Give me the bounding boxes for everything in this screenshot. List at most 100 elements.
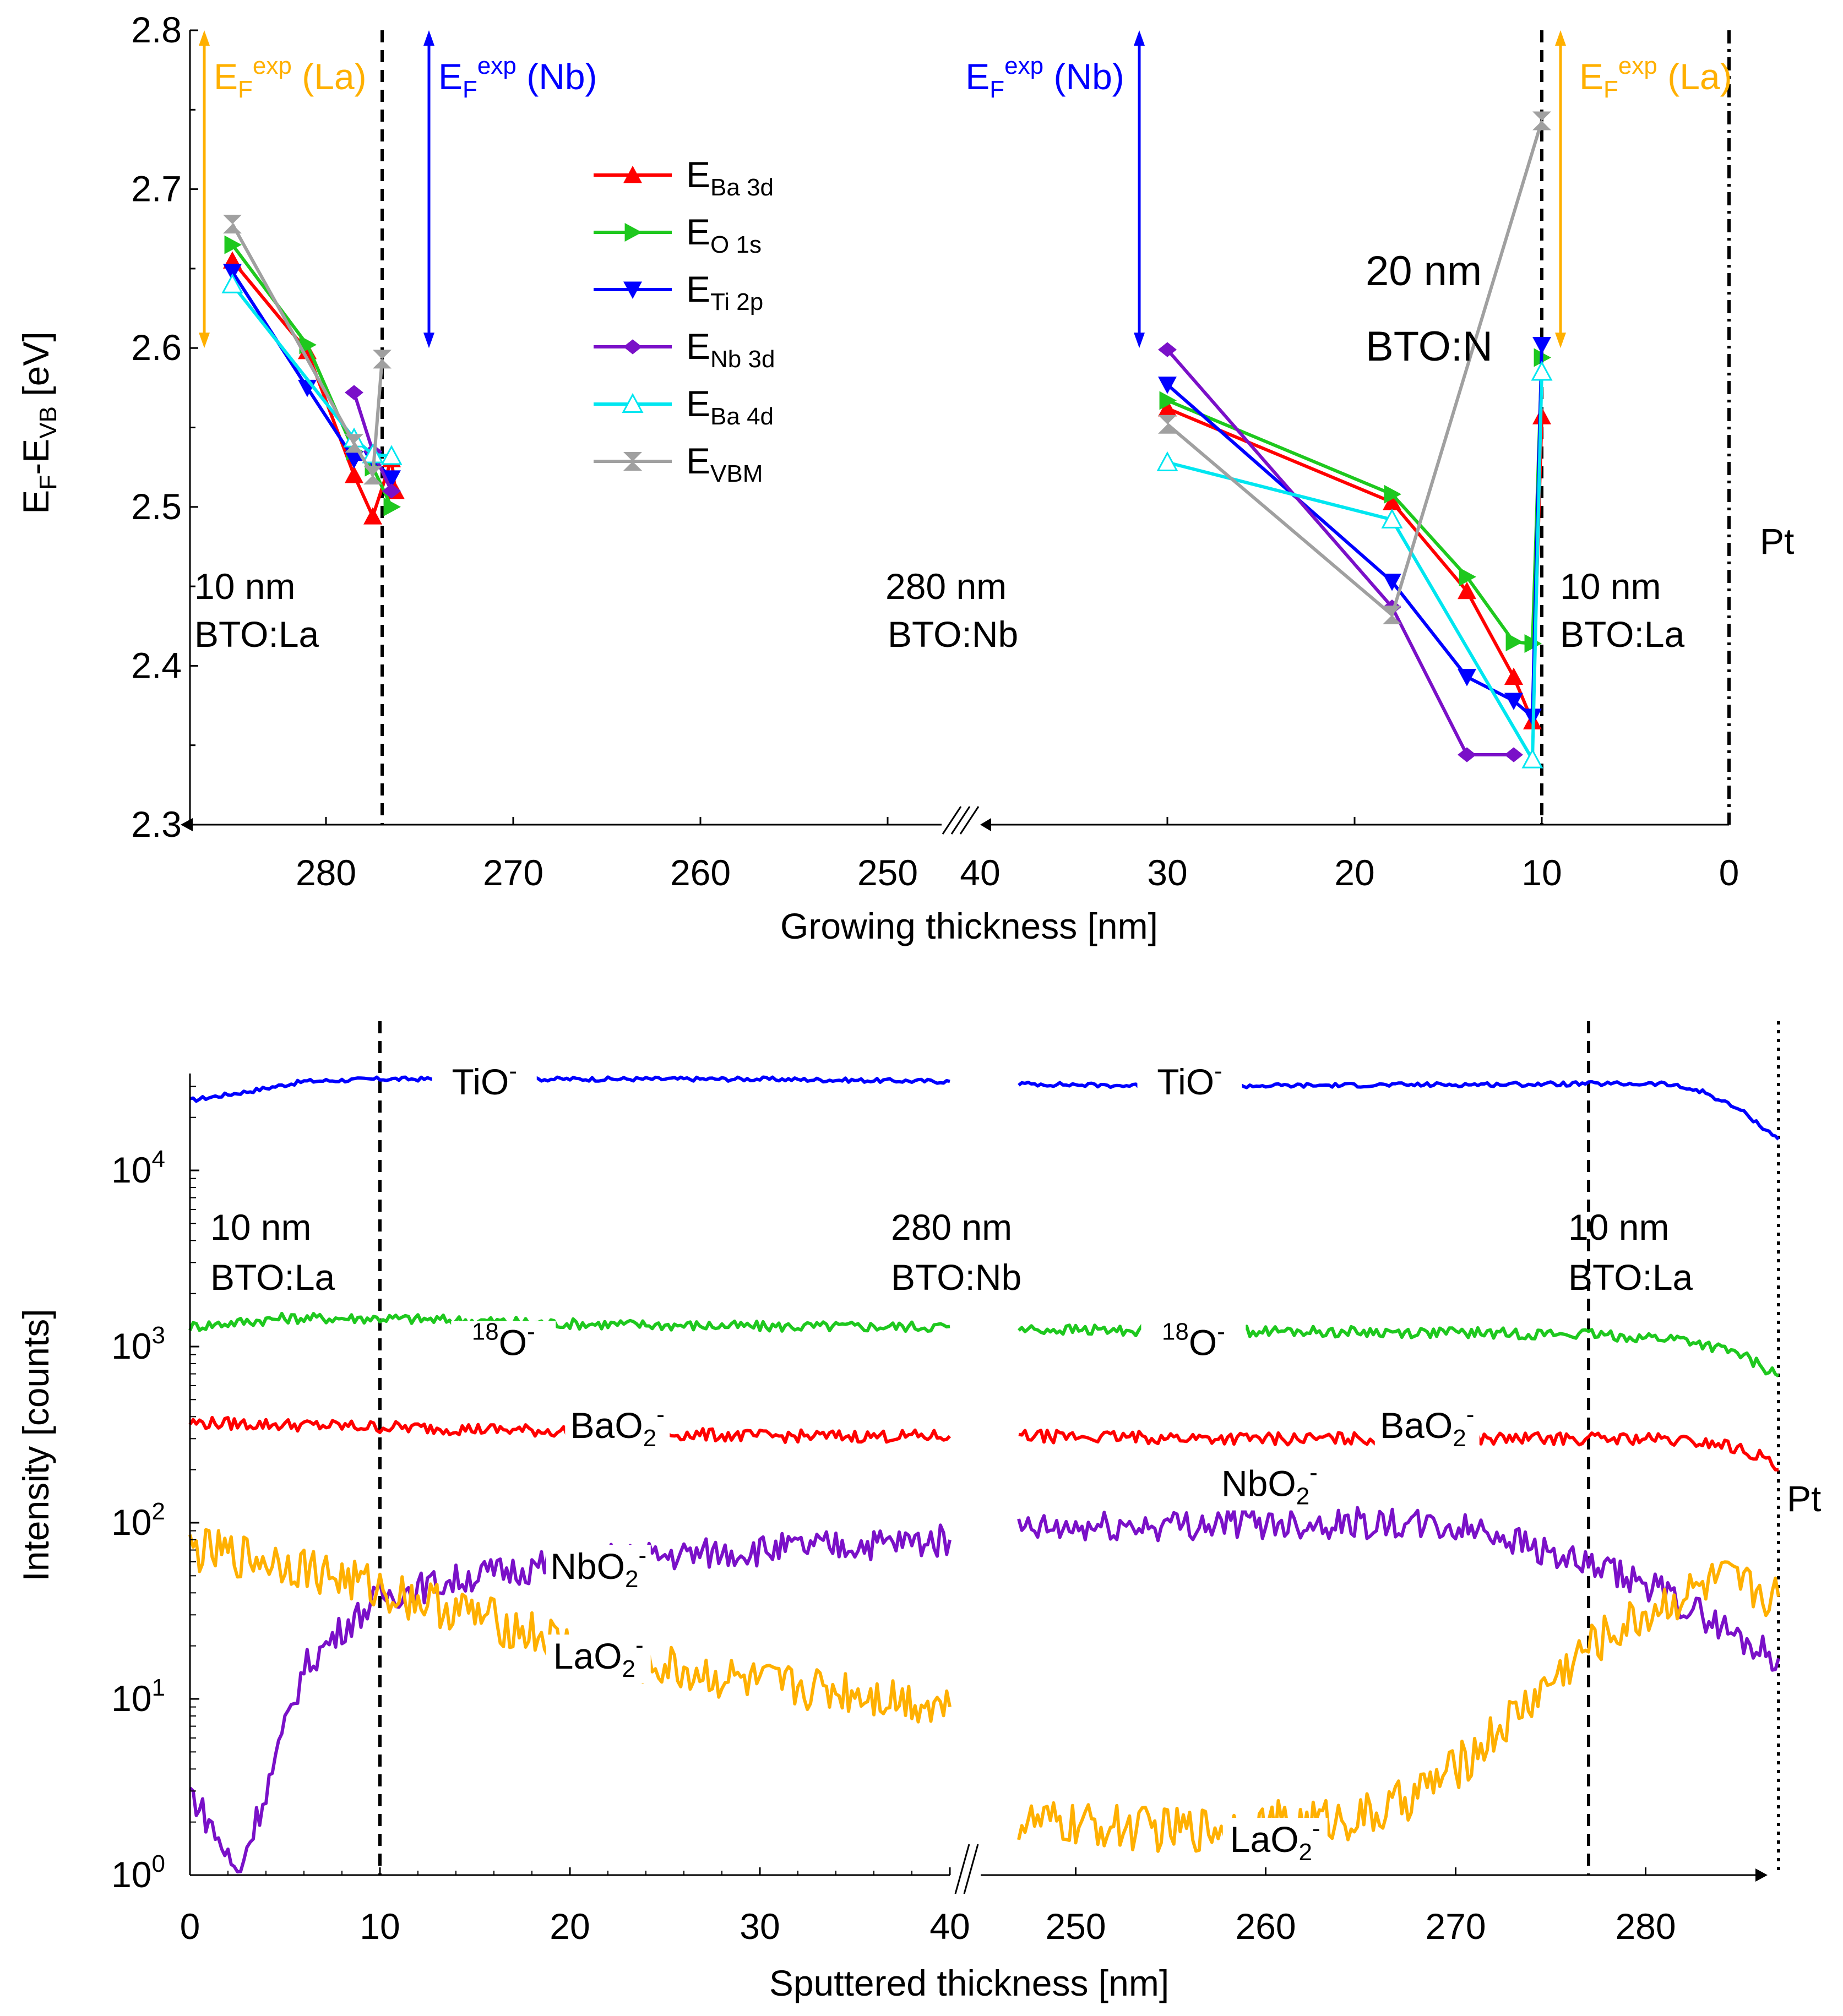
top-fermi-arrowhead [1134,333,1145,348]
bottom-y-tick-label-part-1: 1 [152,1674,165,1701]
top-fermi-label-part-0: E [1579,56,1603,97]
legend-label-part-1: Nb 3d [710,346,775,373]
bottom-series-label-part-1: 2 [643,1425,656,1452]
legend-label-part-0: E [686,211,710,252]
bottom-y-tick-label-part-1: 0 [152,1850,165,1877]
top-data-point-ba-4d [221,273,243,293]
top-x-tick-label: 260 [670,852,731,893]
top-data-point-vbm [363,466,382,485]
top-data-point-ba-3d [1458,581,1476,600]
legend-label: EBa 4d [686,383,774,430]
bottom-series-label: BaO2- [1380,1401,1474,1452]
bottom-series: TiO- TiO-18O- 18O-BaO2- BaO2-NbO2-NbO2-LaO2… [188,1058,1780,1874]
bottom-series-label-part-0: LaO [1230,1819,1299,1860]
bottom-series-label: TiO- [452,1058,517,1102]
bottom-series-label: TiO- [1157,1058,1222,1102]
top-series-line-ba-4d [1167,372,1543,761]
top-y-axis-title: EF-EVB [eV] [15,331,62,514]
y-title-e: E [15,490,56,514]
top-data-point-ti-2p [345,451,363,469]
bottom-series-label: 18O- [1162,1318,1225,1363]
bottom-series-label-part-0: 18 [472,1318,499,1345]
bottom-y-tick-label-part-0: 10 [111,1149,151,1190]
bottom-reference-lines [378,1021,1780,1875]
legend-marker [622,393,644,413]
top-series-line-ti-2p [231,271,393,480]
top-data-point-ti-2p [1158,377,1177,394]
top-data-point-vbm [373,350,392,369]
bottom-series-label-bg [1141,1321,1246,1370]
bottom-x-tick-label: 30 [740,1906,780,1947]
bottom-axis-break-mark [963,1844,979,1894]
top-series-line-nb-3d [1166,348,1514,756]
bottom-series-label-part-1: O [1189,1322,1217,1363]
bottom-series-label: NbO2- [1221,1459,1318,1510]
top-fermi-arrowhead [1134,30,1145,46]
top-data-point-vbm [1532,111,1551,130]
top-data-point-o-1s [1505,633,1523,652]
top-fermi-label-part-3: (Nb) [1043,56,1124,97]
bottom-series-label-part-1: 2 [1299,1839,1312,1866]
top-data-point-ti-2p [1458,669,1476,686]
top-x-tick-label: 40 [960,852,1000,893]
top-data-point-ti-2p [382,470,401,488]
bottom-series-label-part-1: - [509,1058,517,1085]
bottom-left-layer-thickness: 10 nm [210,1207,311,1247]
legend-label-part-0: E [686,269,710,309]
top-data-point-nb-3d [1458,747,1476,762]
top-fermi-arrowhead [1555,333,1566,348]
bottom-series-line-tio- [1018,1080,1780,1141]
bottom-x-axis-title: Sputtered thickness [nm] [769,1963,1169,2003]
top-fermi-label-part-3: (La) [292,56,367,97]
legend-marker [623,281,642,299]
bottom-series-label-part-2: - [1466,1401,1475,1428]
top-series-line-vbm [231,223,384,477]
legend-label: ETi 2p [686,269,763,315]
top-middle-layer-thickness: 280 nm [885,566,1007,607]
bottom-series-line-lao2- [1017,1560,1780,1853]
top-axis-break-mark [950,806,971,835]
bottom-series-label-bg [1217,1462,1322,1511]
bottom-y-tick-label: 103 [111,1322,165,1366]
bottom-right-layer-thickness: 10 nm [1568,1207,1669,1247]
bottom-series-line-18o- [1017,1323,1780,1378]
bottom-series-label-part-1: 2 [1453,1425,1466,1452]
top-electrode-label: Pt [1760,521,1794,562]
bottom-x-tick-label: 270 [1425,1906,1486,1947]
bottom-series-line-18o- [188,1311,950,1333]
bottom-series-label: 18O- [472,1318,535,1363]
top-data-point-ba-3d [1504,667,1523,685]
bottom-series-label-part-1: O [499,1322,527,1363]
legend-label-part-0: E [686,440,710,481]
bottom-annotations: Sputtered thickness [nm] Intensity [coun… [15,1207,1821,2003]
top-data-point-ba-3d [1383,493,1401,510]
legend-label-part-1: O 1s [710,231,762,258]
top-series [221,111,1553,769]
bottom-y-tick-label-part-1: 2 [152,1498,165,1525]
top-fermi-label-part-1: F [1603,76,1618,103]
bottom-left-layer-material: BTO:La [210,1257,335,1298]
top-annotations: Growing thickness [nm] EF-EVB [eV] 10 nm… [15,248,1794,946]
bottom-series-label-bg [1222,1818,1328,1866]
bottom-x-tick-label: 10 [360,1906,400,1947]
bottom-series-label-part-2: - [1312,1815,1320,1842]
top-data-point-o-1s [1159,391,1177,410]
bottom-series-label-part-2: - [527,1318,535,1345]
top-y-tick-label: 2.8 [131,9,182,50]
bottom-series-label-part-0: BaO [570,1405,643,1446]
top-fermi-label: EFexp (Nb) [965,52,1124,103]
top-data-point-ti-2p [223,264,242,281]
top-data-point-ba-4d [380,445,403,465]
bottom-series-label-part-0: LaO [553,1636,622,1676]
top-y-tick-label: 2.4 [131,645,182,685]
top-fermi-arrowhead [423,333,434,348]
bottom-series-label-bg [1374,1404,1480,1452]
y-title-dash-e: -E [15,439,56,475]
top-y-tick-label: 2.7 [131,168,182,209]
top-fermi-arrowhead [423,30,434,46]
bottom-panel: TiO- TiO-18O- 18O-BaO2- BaO2-NbO2-NbO2-LaO2… [15,1021,1821,2003]
top-axis-break-mark [942,806,962,835]
bottom-series-label-part-2: - [639,1542,647,1569]
top-data-point-ba-3d [1158,399,1177,417]
